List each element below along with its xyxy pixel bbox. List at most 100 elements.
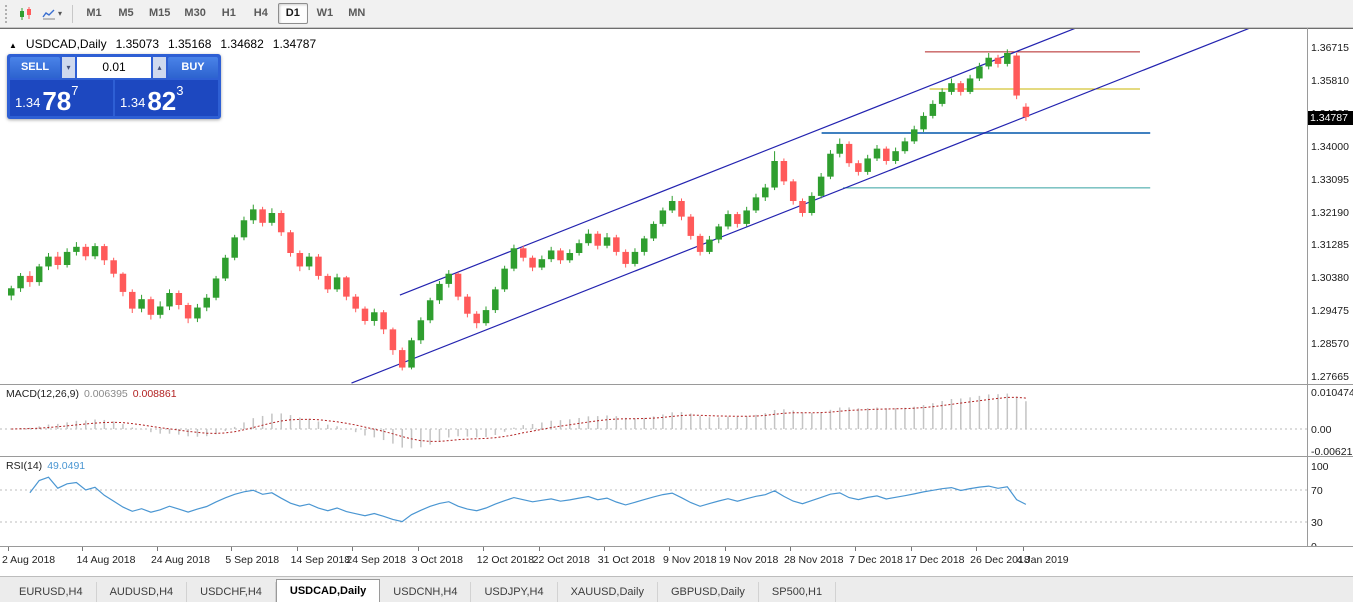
- candle: [519, 248, 527, 258]
- candle: [799, 201, 806, 213]
- time-axis-label: 3 Oct 2018: [411, 554, 463, 566]
- chart-tab-gbpusd[interactable]: GBPUSD,Daily: [658, 582, 759, 602]
- indicators-icon: [42, 9, 55, 19]
- candle: [827, 153, 834, 177]
- candle: [594, 233, 601, 246]
- time-axis: 2 Aug 2018 14 Aug 2018 24 Aug 2018 5 Sep 20…: [0, 546, 1353, 576]
- candle: [1022, 106, 1030, 118]
- candle: [575, 243, 583, 253]
- timeframe-h4[interactable]: H4: [253, 7, 268, 19]
- candle: [268, 213, 276, 223]
- main-chart-canvas[interactable]: [0, 29, 1307, 384]
- buy-price-display[interactable]: 1.34 82 3: [115, 80, 218, 116]
- volume-increase-button[interactable]: ▴: [153, 57, 166, 78]
- macd-panel: MACD(12,26,9) 0.006395 0.008861 0.010474 0.…: [0, 384, 1353, 458]
- chart-type-button[interactable]: [14, 3, 38, 25]
- candle: [203, 297, 210, 308]
- candle: [771, 161, 778, 188]
- volume-decrease-button[interactable]: ▾: [62, 57, 75, 78]
- sell-price-sup: 7: [71, 83, 79, 98]
- chart-tab-sp500[interactable]: SP500,H1: [759, 582, 837, 602]
- candle: [510, 248, 518, 269]
- candle: [836, 143, 844, 154]
- toolbar-grip[interactable]: [5, 4, 10, 23]
- candle: [26, 275, 34, 283]
- candle: [398, 350, 406, 368]
- candle: [780, 161, 788, 182]
- price-axis-label: 1.34000: [1311, 140, 1349, 153]
- timeframe-m30[interactable]: M30: [184, 7, 206, 19]
- macd-axis-label: 0.010474: [1311, 387, 1353, 400]
- chart-tab-audusd[interactable]: AUDUSD,H4: [97, 582, 188, 602]
- candle: [371, 312, 378, 321]
- rsi-axis-label: 100: [1311, 461, 1329, 473]
- candle: [35, 266, 43, 283]
- indicators-dropdown-button[interactable]: ▾: [38, 3, 66, 25]
- candle: [166, 293, 173, 307]
- timeframe-mn[interactable]: MN: [348, 7, 366, 19]
- candle: [175, 293, 183, 305]
- price-axis-label: 1.28570: [1311, 338, 1349, 351]
- buy-button[interactable]: BUY: [168, 57, 218, 78]
- timeframe-h1[interactable]: H1: [221, 7, 236, 19]
- candle: [324, 275, 332, 290]
- timeframe-d1[interactable]: D1: [277, 3, 308, 24]
- chart-title: ▲ USDCAD,Daily 1.35073 1.35168 1.34682 1…: [9, 37, 316, 51]
- candle: [678, 201, 685, 217]
- chart-tab-eurusd[interactable]: EURUSD,H4: [6, 582, 97, 602]
- candle: [184, 305, 192, 319]
- candle: [194, 307, 201, 319]
- candle: [73, 246, 80, 252]
- timeframe-m15[interactable]: M15: [149, 7, 171, 19]
- timeframe-m5[interactable]: M5: [118, 7, 134, 19]
- chart-tab-xauusd[interactable]: XAUUSD,Daily: [558, 582, 658, 602]
- chart-tab-usdcnh[interactable]: USDCNH,H4: [380, 582, 472, 602]
- symbol-period-label: USDCAD,Daily: [25, 37, 107, 51]
- chart-tab-usdjpy[interactable]: USDJPY,H4: [471, 582, 558, 602]
- macd-canvas[interactable]: [0, 386, 1307, 457]
- price-axis-label: 1.27665: [1311, 371, 1349, 384]
- time-axis-label: 14 Sep 2018: [290, 554, 351, 566]
- time-axis-tick: [82, 547, 84, 551]
- time-axis-tick: [789, 547, 791, 551]
- candle: [222, 257, 229, 279]
- rsi-canvas[interactable]: [0, 458, 1307, 547]
- candle: [938, 91, 946, 104]
- candle: [659, 210, 667, 224]
- candle: [650, 223, 657, 239]
- candle: [426, 300, 434, 321]
- timeframe-w1[interactable]: W1: [316, 7, 334, 19]
- candle: [613, 237, 620, 252]
- candle: [883, 148, 890, 161]
- channel-trend-line[interactable]: [399, 29, 1076, 296]
- time-axis-label: 19 Nov 2018: [718, 554, 779, 566]
- sell-price-display[interactable]: 1.34 78 7: [10, 80, 113, 116]
- price-axis-label: 1.35810: [1311, 74, 1349, 87]
- price-axis-label: 1.30380: [1311, 272, 1349, 285]
- price-axis-label: 1.29475: [1311, 305, 1349, 318]
- candle: [464, 296, 471, 314]
- one-click-trading-panel: SELL ▾ 0.01 ▴ BUY 1.34 78 7 1.34 82 3: [7, 54, 221, 119]
- candle: [585, 233, 592, 244]
- chart-tab-bar: EURUSD,H4 AUDUSD,H4 USDCHF,H4 USDCAD,Daily U…: [0, 576, 1353, 602]
- candle: [845, 143, 853, 164]
- candle: [110, 260, 117, 274]
- candle: [240, 220, 248, 238]
- time-axis-label: 9 Nov 2018: [662, 554, 717, 566]
- chart-tab-usdcad[interactable]: USDCAD,Daily: [275, 579, 381, 602]
- candle: [538, 259, 546, 268]
- volume-input[interactable]: 0.01: [77, 57, 151, 78]
- candle: [361, 308, 369, 321]
- candle: [333, 277, 341, 290]
- time-axis-label: 12 Oct 2018: [476, 554, 534, 566]
- sell-button[interactable]: SELL: [10, 57, 60, 78]
- time-axis-tick: [603, 547, 605, 551]
- candle: [864, 158, 871, 172]
- chart-tab-usdchf[interactable]: USDCHF,H4: [187, 582, 276, 602]
- timeframe-m1[interactable]: M1: [86, 7, 102, 19]
- candle: [547, 250, 555, 260]
- candle: [920, 115, 927, 130]
- candle: [315, 256, 322, 276]
- candle: [45, 256, 52, 267]
- candle: [259, 209, 266, 223]
